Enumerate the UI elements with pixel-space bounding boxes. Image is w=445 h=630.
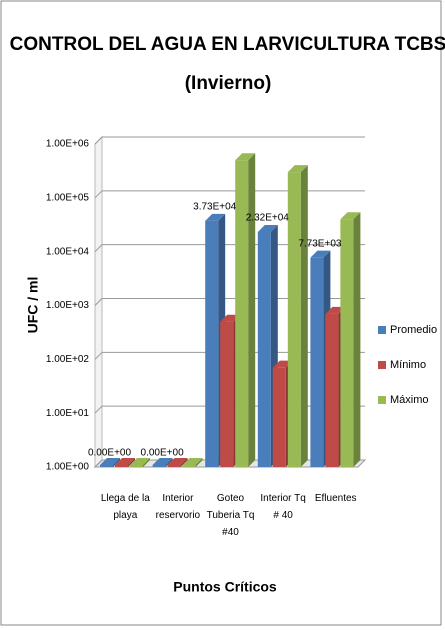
grid-line <box>94 136 365 145</box>
data-label: 7.73E+03 <box>298 238 342 249</box>
bar <box>310 257 324 467</box>
x-tick-label: Goteo Tuberia Tq #40 <box>207 493 255 538</box>
legend-swatch <box>378 326 386 334</box>
y-tick-label: 1.00E+03 <box>46 300 90 311</box>
bar-side <box>128 458 135 467</box>
bar <box>167 465 181 467</box>
label-line: playa <box>113 510 137 521</box>
bar <box>257 231 271 467</box>
bar <box>205 220 219 467</box>
data-label: 0.00E+00 <box>141 448 185 459</box>
bar-side <box>143 458 150 467</box>
bar-side <box>180 458 188 467</box>
bar-top <box>205 213 226 221</box>
bar <box>272 367 286 467</box>
bar-top <box>182 458 203 465</box>
label-line: reservorio <box>156 510 201 521</box>
bar-side <box>248 153 256 467</box>
legend-swatch <box>378 361 386 369</box>
bar-top <box>310 250 331 258</box>
bar-top <box>167 458 188 465</box>
label-line: # 40 <box>273 510 293 521</box>
data-label: 0.00E+00 <box>88 448 132 459</box>
bar-side <box>113 458 120 467</box>
x-tick-label: Interior reservorio <box>156 493 201 521</box>
bar-side <box>353 212 361 467</box>
x-tick-label: Efluentes <box>315 493 357 504</box>
y-tick-label: 1.00E+04 <box>46 246 90 257</box>
bar <box>325 313 339 467</box>
bar-top <box>115 458 135 465</box>
bar-top <box>235 153 256 161</box>
y-tick-label: 1.00E+01 <box>46 408 90 419</box>
label-line: Interior Tq <box>260 493 305 504</box>
bar-top <box>100 458 120 465</box>
y-tick-label: 1.00E+02 <box>46 354 90 365</box>
label-line: Interior <box>162 493 194 504</box>
label-line: Llega de la <box>101 493 150 504</box>
bar-top <box>340 212 361 220</box>
label-line: Efluentes <box>315 493 357 504</box>
data-label: 2.32E+04 <box>246 213 290 224</box>
bar <box>152 465 166 467</box>
legend-label: Mínimo <box>390 359 426 371</box>
y-tick-label: 1.00E+06 <box>46 139 90 150</box>
bar <box>287 172 301 467</box>
legend-swatch <box>378 396 386 404</box>
x-axis-label: Puntos Críticos <box>173 579 277 595</box>
bar-side <box>195 458 203 467</box>
y-tick-label: 1.00E+00 <box>46 462 90 473</box>
grid-line <box>94 190 365 199</box>
chart-title: CONTROL DEL AGUA EN LARVICULTURA TCBS <box>10 34 445 55</box>
bar-top <box>152 458 173 465</box>
bar <box>130 465 143 467</box>
label-line: Tuberia Tq <box>207 510 255 521</box>
y-axis-label: UFC / ml <box>25 277 41 334</box>
label-line: Goteo <box>217 493 245 504</box>
chart-subtitle: (Invierno) <box>185 73 272 94</box>
bar <box>115 465 128 467</box>
bar <box>235 160 249 467</box>
x-tick-label: Interior Tq # 40 <box>260 493 305 521</box>
y-tick-label: 1.00E+05 <box>46 192 90 203</box>
bar <box>220 321 234 467</box>
bar-top <box>130 458 150 465</box>
label-line: #40 <box>222 527 239 538</box>
bar <box>340 219 354 467</box>
bar <box>100 465 113 467</box>
legend-label: Promedio <box>390 324 437 336</box>
x-tick-label: Llega de la playa <box>101 493 150 521</box>
bar <box>182 465 196 467</box>
bar-side <box>300 165 308 467</box>
legend-label: Máximo <box>390 394 429 406</box>
data-label: 3.73E+04 <box>193 202 237 213</box>
bar-side <box>165 458 173 467</box>
bar-top <box>257 224 278 232</box>
bar-top <box>287 165 308 173</box>
